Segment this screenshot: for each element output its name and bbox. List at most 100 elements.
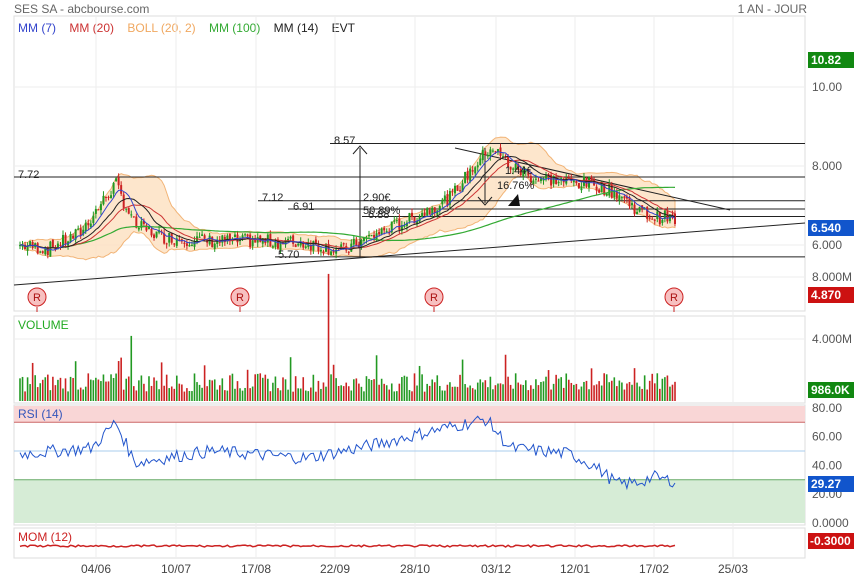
volume-bar <box>330 374 332 401</box>
candle-body <box>249 234 252 247</box>
volume-bar <box>358 383 360 401</box>
volume-bar <box>598 381 600 401</box>
volume-bar <box>44 377 47 401</box>
volume-bar <box>92 380 95 401</box>
volume-bar <box>59 377 62 401</box>
volume-bar <box>163 385 165 401</box>
candle-body <box>674 213 676 225</box>
candle-body <box>77 228 80 230</box>
event-circle <box>27 287 47 307</box>
candle-body <box>502 156 505 158</box>
legend-mm7[interactable]: MM (7) <box>18 21 56 35</box>
candle-body <box>287 238 290 241</box>
candle-body <box>605 193 608 196</box>
volume-bar <box>193 373 196 401</box>
volume-bar <box>218 385 221 401</box>
volume-bar <box>527 390 530 401</box>
event-marker-r: R <box>664 287 684 312</box>
volume-bar <box>363 391 365 401</box>
volume-bar <box>530 385 532 401</box>
candle-body <box>44 248 47 255</box>
candle-body <box>552 175 555 184</box>
volume-bar <box>454 386 456 401</box>
legend-boll[interactable]: BOLL (20, 2) <box>127 21 196 35</box>
volume-bar <box>153 377 155 401</box>
candle-body <box>658 212 661 225</box>
candle-body <box>618 195 621 201</box>
legend-mm20[interactable]: MM (20) <box>69 21 115 35</box>
legend-evt[interactable]: EVT <box>331 21 356 35</box>
volume-bar <box>621 382 623 401</box>
candle-body <box>276 239 279 249</box>
legend-mm100[interactable]: MM (100) <box>208 21 261 35</box>
x-tick-label: 17/02 <box>639 562 669 576</box>
volume-bar <box>67 391 69 401</box>
event-label: R <box>236 292 244 304</box>
candle-body <box>19 245 21 247</box>
candle-body <box>646 206 649 219</box>
candle-body <box>302 241 305 248</box>
volume-bar <box>72 378 74 401</box>
candle-body <box>122 194 125 208</box>
volume-bar <box>355 378 358 401</box>
candle-body <box>29 241 32 246</box>
volume-bar <box>191 391 193 401</box>
volume-bar <box>155 380 158 401</box>
volume-bar <box>401 377 403 401</box>
volume-bar <box>373 379 375 401</box>
volume-bar <box>671 384 674 401</box>
candle-body <box>598 189 601 193</box>
x-tick-label: 28/10 <box>400 562 430 576</box>
candle-body <box>292 235 295 244</box>
candle-body <box>484 151 487 156</box>
candle-body <box>127 207 130 214</box>
level-label-857: 8.57 <box>334 135 355 147</box>
candle-body <box>246 234 249 237</box>
candle-body <box>451 190 454 192</box>
volume-bar <box>388 389 391 401</box>
volume-bar <box>406 376 408 401</box>
event-marker-r: R <box>424 287 444 312</box>
candle-body <box>496 149 499 153</box>
candle-body <box>405 222 408 226</box>
volume-bar <box>234 388 236 401</box>
volume-bar <box>302 377 305 401</box>
volume-tick-label: 8.000M <box>812 270 852 284</box>
volume-bar <box>489 376 492 401</box>
volume-bar <box>347 386 350 401</box>
candle-body <box>347 251 350 253</box>
candle-body <box>294 244 297 248</box>
volume-bar <box>608 382 611 401</box>
volume-bar <box>648 380 651 401</box>
candle-body <box>590 176 593 181</box>
candle-body <box>120 185 123 194</box>
candle-body <box>327 243 330 255</box>
volume-bar <box>229 375 231 401</box>
candle-body <box>142 220 145 224</box>
volume-bar <box>115 373 117 401</box>
svg-text:986.0K: 986.0K <box>811 383 850 397</box>
volume-bar <box>19 378 21 401</box>
volume-bar <box>284 379 287 401</box>
candle-body <box>104 196 107 198</box>
candle-body <box>322 251 325 254</box>
candle-body <box>539 178 542 182</box>
volume-bar <box>585 380 588 401</box>
candle-body <box>221 235 224 243</box>
rsi-line <box>19 415 676 491</box>
volume-bar <box>261 377 264 401</box>
volume-bar <box>487 387 489 401</box>
rsi-tick-label: 80.00 <box>812 401 842 415</box>
volume-bar <box>279 390 282 401</box>
volume-bar <box>378 384 380 401</box>
candle-body <box>479 158 482 166</box>
period-label[interactable]: 1 AN - JOUR <box>737 2 807 16</box>
volume-bar <box>446 384 449 401</box>
badge-volume: 986.0K <box>808 382 854 398</box>
legend-mm14[interactable]: MM (14) <box>273 21 319 35</box>
volume-bar <box>555 374 557 401</box>
volume-bar <box>251 386 254 401</box>
candle-body <box>213 243 216 249</box>
volume-bar <box>353 379 355 401</box>
